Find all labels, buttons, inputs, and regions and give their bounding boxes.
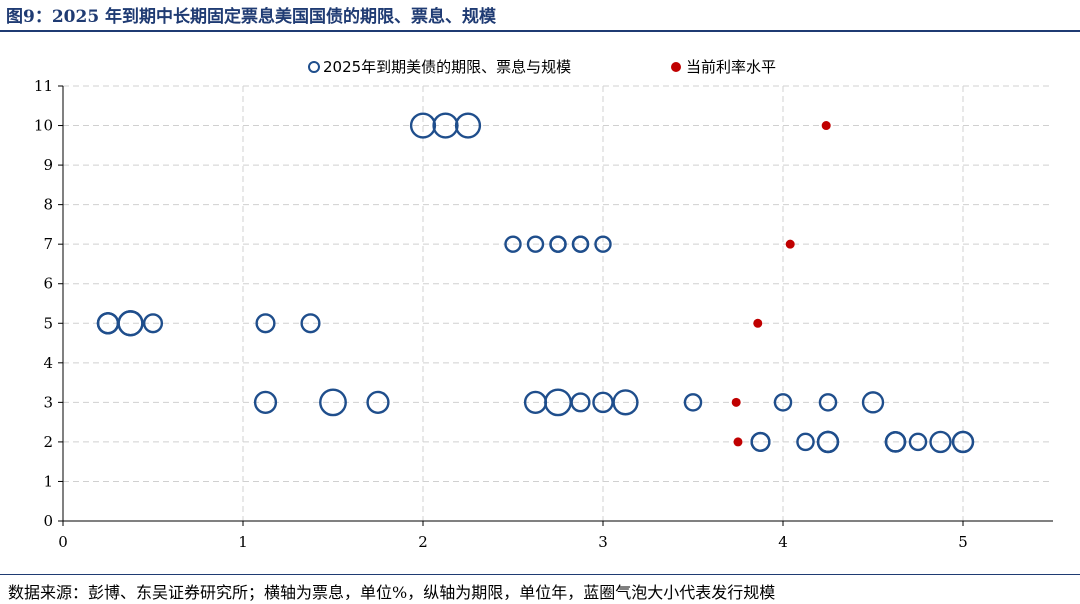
bubble-point (570, 392, 591, 413)
bubble-point (117, 310, 144, 337)
bubble-point (816, 430, 840, 454)
x-tick-label: 4 (778, 533, 788, 551)
bubble-point (366, 390, 390, 414)
bubble-point (594, 235, 612, 253)
bubble-point (683, 393, 703, 412)
y-tick-label: 3 (43, 393, 53, 411)
bubble-point (796, 432, 815, 452)
y-tick-label: 2 (43, 433, 53, 451)
grid-lines (63, 85, 1053, 521)
x-tick-label: 5 (958, 533, 968, 551)
x-tick-label: 3 (598, 533, 608, 551)
current-rate-series (731, 121, 831, 447)
legend-dot-marker (671, 62, 681, 72)
current-rate-point (785, 239, 795, 249)
bubble-point (255, 313, 276, 334)
current-rate-point (753, 318, 763, 328)
bubble-chart: 0 1 2 3 4 5 6 7 8 9 10 11 0 1 2 3 4 5 2025年到期美债的期限、票息与规模… (34, 58, 1053, 551)
bubble-point (612, 389, 639, 416)
bubble-point (861, 391, 885, 414)
bubble-point (908, 432, 928, 452)
bubble-point (300, 313, 321, 334)
y-tick-label: 11 (34, 77, 53, 95)
legend: 2025年到期美债的期限、票息与规模 当前利率水平 (308, 58, 776, 76)
bubble-point (319, 388, 347, 417)
axes (62, 86, 1053, 522)
y-tick-label: 9 (43, 156, 53, 174)
legend-bubble-label: 2025年到期美债的期限、票息与规模 (323, 58, 571, 76)
bubble-point (253, 390, 278, 414)
bubble-point (773, 393, 793, 412)
y-tick-label: 7 (43, 235, 53, 253)
figure-title: 图9：2025 年到期中长期固定票息美国国债的期限、票息、规模 (6, 7, 497, 27)
x-tick-label: 2 (418, 533, 428, 551)
y-tick-label: 5 (43, 314, 53, 332)
title-divider (0, 30, 1080, 32)
current-rate-point (821, 121, 831, 131)
current-rate-point (731, 397, 741, 407)
bubble-point (571, 235, 590, 253)
bubble-point (454, 112, 482, 139)
bubble-point (549, 235, 567, 253)
y-tick-label: 0 (43, 512, 53, 530)
y-axis-ticks: 0 1 2 3 4 5 6 7 8 9 10 11 (34, 77, 63, 530)
bubble-point (142, 313, 164, 334)
y-tick-label: 4 (43, 354, 53, 372)
current-rate-point (733, 437, 743, 447)
y-tick-label: 1 (43, 472, 53, 490)
bubble-point (884, 431, 907, 453)
x-axis-ticks: 0 1 2 3 4 5 (58, 521, 968, 551)
y-tick-label: 8 (43, 196, 53, 214)
x-tick-label: 0 (58, 533, 68, 551)
bubble-point (951, 430, 975, 454)
legend-bubble-marker (308, 61, 320, 73)
y-tick-label: 10 (34, 117, 53, 135)
bubble-point (750, 431, 771, 452)
footer-divider (0, 574, 1080, 575)
bubble-point (818, 393, 838, 412)
x-tick-label: 1 (238, 533, 248, 551)
bubble-point (929, 430, 952, 454)
y-tick-label: 6 (43, 275, 53, 293)
legend-dot-label: 当前利率水平 (686, 58, 776, 76)
bubble-point (504, 235, 522, 253)
bubble-series (96, 112, 975, 454)
bubble-point (526, 235, 545, 253)
bubble-point (409, 112, 437, 139)
source-note: 数据来源：彭博、东吴证券研究所；横轴为票息，单位%，纵轴为期限，单位年，蓝圈气泡… (8, 583, 776, 602)
bubble-point (432, 112, 459, 139)
